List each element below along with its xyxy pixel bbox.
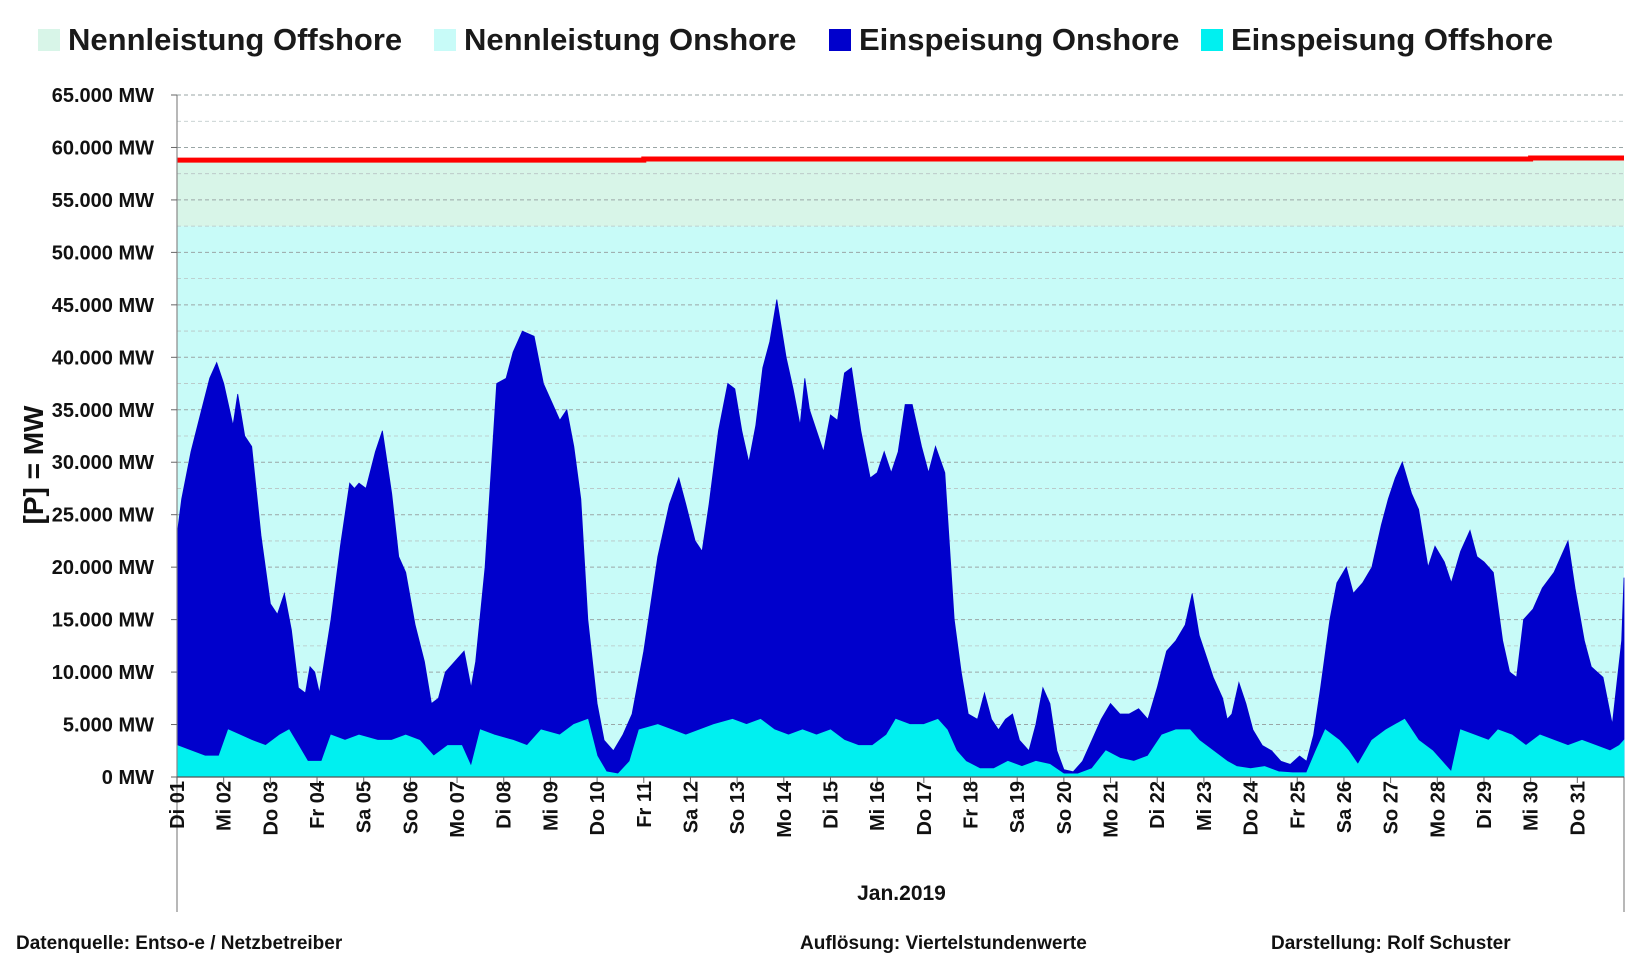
legend-item-offshore-capacity: Nennleistung Offshore xyxy=(38,16,402,64)
total-capacity-line xyxy=(177,155,1624,163)
x-tick-label: Di 01 xyxy=(167,781,189,829)
y-tick-label: 55.000 MW xyxy=(52,190,154,212)
x-tick-label: Fr 25 xyxy=(1287,781,1309,829)
legend-label-onshore-capacity: Nennleistung Onshore xyxy=(464,22,797,57)
x-tick-label: Di 29 xyxy=(1474,781,1496,829)
x-tick-label: Di 08 xyxy=(494,781,516,829)
x-tick-label: Mo 07 xyxy=(447,781,469,838)
legend: Nennleistung Offshore Nennleistung Onsho… xyxy=(0,16,1637,64)
x-tick-label: Fr 18 xyxy=(961,781,983,829)
x-tick-label: Mi 23 xyxy=(1194,781,1216,831)
series-area-0 xyxy=(176,299,1625,778)
y-tick-label: 20.000 MW xyxy=(52,557,154,579)
y-tick-label: 25.000 MW xyxy=(52,505,154,527)
x-tick-label: Do 03 xyxy=(260,781,282,835)
x-tick-label: So 20 xyxy=(1054,781,1076,834)
y-tick-label: 45.000 MW xyxy=(52,295,154,317)
footer-source: Datenquelle: Entso-e / Netzbetreiber xyxy=(16,933,343,954)
y-tick-label: 40.000 MW xyxy=(52,347,154,369)
y-tick-label: 65.000 MW xyxy=(52,85,154,107)
legend-item-onshore-feed: Einspeisung Onshore xyxy=(829,16,1179,64)
y-tick-label: 0 MW xyxy=(102,767,154,789)
legend-swatch-onshore-capacity xyxy=(434,29,456,51)
x-tick-label: Sa 12 xyxy=(681,781,703,833)
legend-label-offshore-capacity: Nennleistung Offshore xyxy=(68,22,403,57)
x-tick-label: Mi 02 xyxy=(214,781,236,831)
legend-swatch-onshore-feed xyxy=(829,29,851,51)
x-tick-label: So 27 xyxy=(1381,781,1403,834)
x-tick-label: Do 17 xyxy=(914,781,936,835)
footer-author: Darstellung: Rolf Schuster xyxy=(1271,933,1511,954)
y-tick-label: 60.000 MW xyxy=(52,137,154,159)
x-tick-label: Sa 05 xyxy=(354,781,376,833)
x-tick-label: Mo 21 xyxy=(1101,781,1123,838)
series-area-1 xyxy=(176,718,1625,778)
x-axis-title: Jan.2019 xyxy=(857,882,946,905)
legend-label-offshore-feed: Einspeisung Offshore xyxy=(1231,22,1554,57)
y-tick-label: 10.000 MW xyxy=(52,662,154,684)
x-tick-label: Mi 30 xyxy=(1521,781,1543,831)
legend-label-onshore-feed: Einspeisung Onshore xyxy=(859,22,1180,57)
y-tick-label: 30.000 MW xyxy=(52,452,154,474)
x-tick-label: Di 22 xyxy=(1147,781,1169,829)
x-tick-label: Fr 11 xyxy=(634,781,656,828)
x-tick-label: Sa 19 xyxy=(1007,781,1029,833)
legend-swatch-offshore-feed xyxy=(1201,29,1223,51)
x-tick-label: Do 31 xyxy=(1567,781,1589,835)
x-tick-label: Mo 28 xyxy=(1427,781,1449,838)
y-tick-label: 15.000 MW xyxy=(52,610,154,632)
x-tick-label: Mi 09 xyxy=(540,781,562,831)
x-tick-label: Mi 16 xyxy=(867,781,889,831)
offshore-capacity-band xyxy=(177,159,1624,227)
y-tick-label: 50.000 MW xyxy=(52,242,154,264)
x-tick-label: Mo 14 xyxy=(774,780,796,838)
legend-item-onshore-capacity: Nennleistung Onshore xyxy=(434,16,796,64)
x-tick-label: Do 24 xyxy=(1241,780,1263,835)
x-tick-label: Di 15 xyxy=(821,781,843,829)
footer-resolution: Auflösung: Viertelstundenwerte xyxy=(800,933,1087,954)
x-tick-label: So 13 xyxy=(727,781,749,834)
x-tick-label: Do 10 xyxy=(587,781,609,835)
x-tick-label: Sa 26 xyxy=(1334,781,1356,833)
x-tick-label: Fr 04 xyxy=(307,780,329,829)
y-axis-title-text: [P] = MW xyxy=(18,405,49,525)
legend-swatch-offshore-capacity xyxy=(38,29,60,51)
y-tick-label: 5.000 MW xyxy=(63,715,154,737)
x-tick-label: So 06 xyxy=(400,781,422,834)
y-axis-title: [P] = MW xyxy=(4,406,64,525)
legend-item-offshore-feed: Einspeisung Offshore xyxy=(1201,16,1553,64)
y-tick-label: 35.000 MW xyxy=(52,400,154,422)
